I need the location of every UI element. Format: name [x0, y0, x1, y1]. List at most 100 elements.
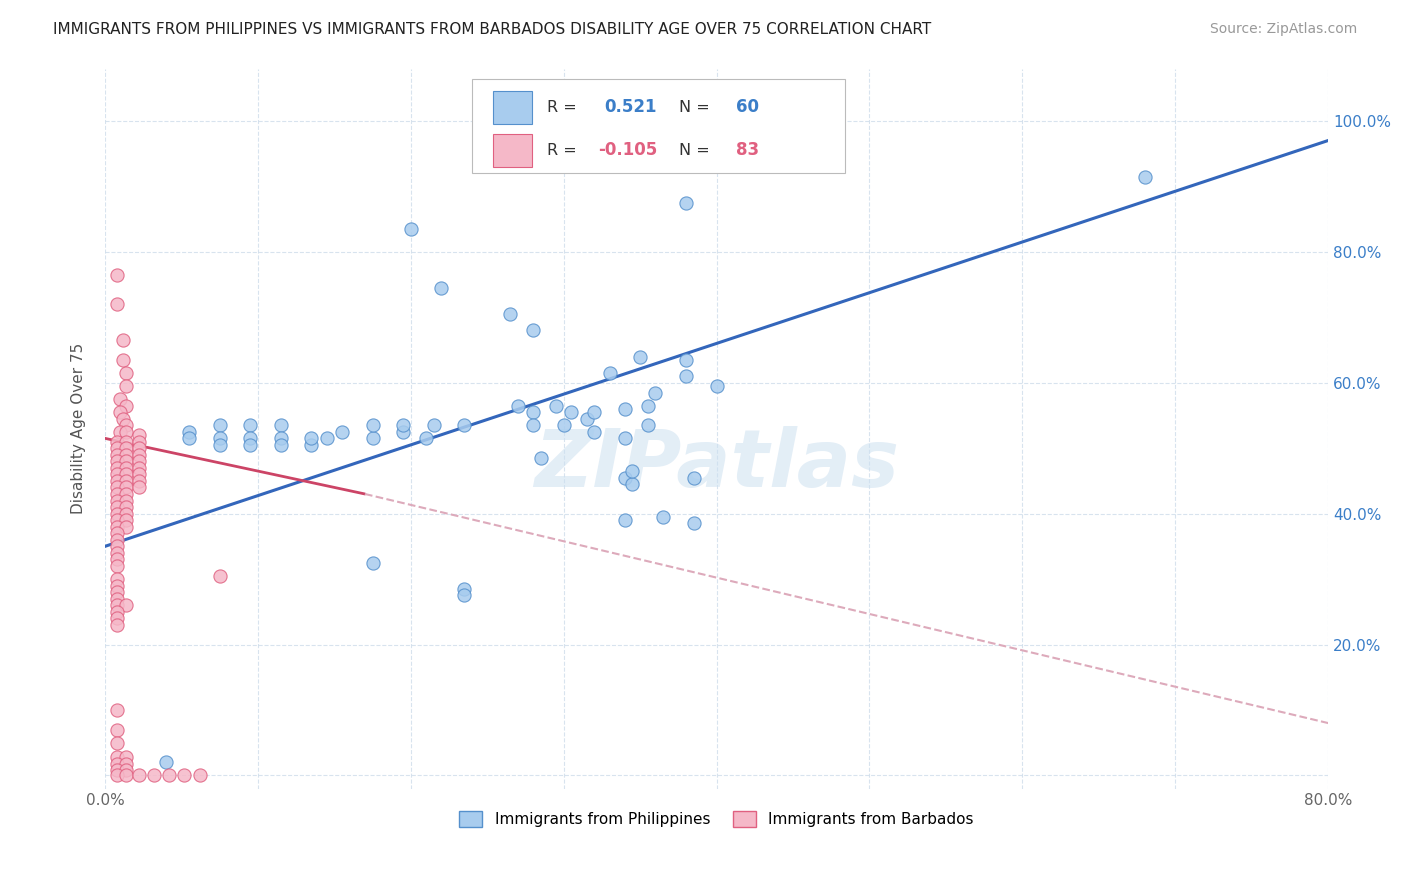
Point [599, 366, 621, 380]
Point [105, 513, 128, 527]
Point [105, 756, 128, 771]
Point [177, 425, 200, 439]
Point [110, 405, 132, 419]
Point [115, 599, 138, 613]
FancyBboxPatch shape [492, 134, 531, 167]
Point [628, 350, 651, 364]
Text: R =: R = [547, 143, 582, 158]
Point [208, 438, 231, 452]
Point [188, 768, 211, 782]
Point [105, 297, 128, 311]
Point [361, 418, 384, 433]
Point [270, 438, 292, 452]
Point [115, 379, 138, 393]
Point [299, 431, 322, 445]
Point [115, 467, 138, 482]
Text: N =: N = [679, 143, 710, 158]
Point [128, 768, 150, 782]
Point [115, 474, 138, 488]
Point [453, 418, 475, 433]
Point [105, 552, 128, 566]
Point [115, 434, 138, 449]
Point [1133, 169, 1156, 184]
Point [128, 454, 150, 468]
Point [208, 418, 231, 433]
Point [553, 418, 575, 433]
Point [270, 431, 292, 445]
Point [682, 470, 704, 484]
Point [115, 418, 138, 433]
Point [105, 460, 128, 475]
Point [115, 500, 138, 514]
Point [105, 493, 128, 508]
Text: -0.105: -0.105 [598, 141, 657, 160]
Point [112, 411, 135, 425]
Point [105, 768, 128, 782]
Point [522, 323, 544, 337]
Point [706, 379, 728, 393]
Point [299, 438, 322, 452]
Point [422, 418, 444, 433]
Point [361, 431, 384, 445]
Point [453, 589, 475, 603]
Point [208, 431, 231, 445]
Point [110, 425, 132, 439]
Point [315, 431, 337, 445]
Point [105, 723, 128, 737]
Point [239, 431, 262, 445]
Point [128, 467, 150, 482]
Point [128, 480, 150, 494]
Point [105, 500, 128, 514]
Point [682, 516, 704, 531]
Point [392, 425, 415, 439]
Point [105, 591, 128, 606]
Point [583, 405, 606, 419]
Point [522, 405, 544, 419]
Point [239, 418, 262, 433]
Point [115, 493, 138, 508]
Point [330, 425, 353, 439]
Point [637, 418, 659, 433]
Point [128, 448, 150, 462]
Point [115, 768, 138, 782]
Point [392, 418, 415, 433]
Point [105, 507, 128, 521]
Point [105, 519, 128, 533]
Point [105, 448, 128, 462]
Point [105, 585, 128, 599]
Point [583, 425, 606, 439]
Point [105, 480, 128, 494]
Legend: Immigrants from Philippines, Immigrants from Barbados: Immigrants from Philippines, Immigrants … [451, 804, 981, 835]
Point [575, 411, 598, 425]
Point [621, 477, 644, 491]
Point [613, 470, 636, 484]
Point [157, 768, 180, 782]
Point [621, 464, 644, 478]
Point [270, 418, 292, 433]
Point [105, 467, 128, 482]
Text: 0.521: 0.521 [605, 98, 657, 116]
Point [675, 369, 697, 384]
Point [115, 425, 138, 439]
Point [115, 750, 138, 764]
Text: 83: 83 [737, 141, 759, 160]
Point [105, 605, 128, 619]
Text: R =: R = [547, 100, 582, 114]
Point [128, 441, 150, 455]
Point [112, 352, 135, 367]
Text: IMMIGRANTS FROM PHILIPPINES VS IMMIGRANTS FROM BARBADOS DISABILITY AGE OVER 75 C: IMMIGRANTS FROM PHILIPPINES VS IMMIGRANT… [53, 22, 932, 37]
Point [112, 333, 135, 347]
Y-axis label: Disability Age Over 75: Disability Age Over 75 [72, 343, 86, 514]
Point [675, 352, 697, 367]
Text: 60: 60 [737, 98, 759, 116]
Point [522, 418, 544, 433]
Text: ZIPatlas: ZIPatlas [534, 425, 898, 503]
Point [105, 441, 128, 455]
Point [499, 307, 522, 321]
Point [110, 392, 132, 406]
Point [115, 763, 138, 777]
Point [115, 480, 138, 494]
Point [173, 768, 195, 782]
Point [177, 431, 200, 445]
Text: N =: N = [679, 100, 710, 114]
